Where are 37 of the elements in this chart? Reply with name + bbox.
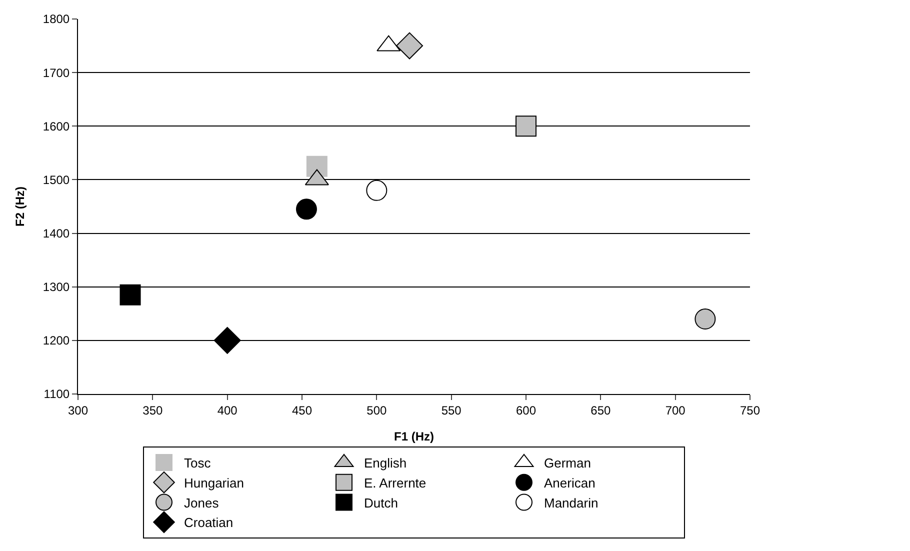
point <box>296 198 317 220</box>
legend-label: E. Arrernte <box>364 475 426 490</box>
legend-label: English <box>364 456 407 471</box>
x-tick-label: 700 <box>665 403 686 418</box>
y-tick-label: 1500 <box>42 172 70 187</box>
y-tick-label: 1300 <box>42 280 70 294</box>
legend-label: Croatian <box>184 515 234 530</box>
y-tick-label: 1400 <box>42 226 70 240</box>
x-tick-label: 600 <box>516 403 536 418</box>
x-tick-label: 500 <box>366 403 387 418</box>
legend-label: Tosc <box>184 456 212 471</box>
y-tick-label: 1700 <box>42 66 70 80</box>
x-axis-title: F1 (Hz) <box>394 429 434 444</box>
legend-label: Mandarin <box>544 495 598 510</box>
y-tick-label: 1600 <box>42 119 70 134</box>
point <box>120 284 141 306</box>
x-tick-label: 450 <box>292 403 312 418</box>
point <box>694 308 716 330</box>
x-tick-label: 750 <box>740 403 760 418</box>
x-tick-label: 550 <box>441 403 462 418</box>
y-axis-title: F2 (Hz) <box>13 186 28 226</box>
point <box>366 180 388 201</box>
point <box>396 32 424 60</box>
y-tick-label: 1200 <box>42 334 70 348</box>
x-tick-label: 350 <box>142 403 163 418</box>
point <box>214 326 241 354</box>
y-tick-label: 1100 <box>44 387 70 402</box>
legend-label: Dutch <box>364 495 398 510</box>
x-tick-label: 300 <box>68 403 88 418</box>
legend-label: Hungarian <box>184 475 244 490</box>
point <box>516 116 536 137</box>
legend-label: Anerican <box>544 475 596 490</box>
legend-label: German <box>544 456 591 471</box>
y-tick-label: 1800 <box>42 12 70 26</box>
legend-label: Jones <box>184 495 220 510</box>
x-tick-label: 400 <box>217 403 238 418</box>
x-tick-label: 650 <box>590 403 611 418</box>
